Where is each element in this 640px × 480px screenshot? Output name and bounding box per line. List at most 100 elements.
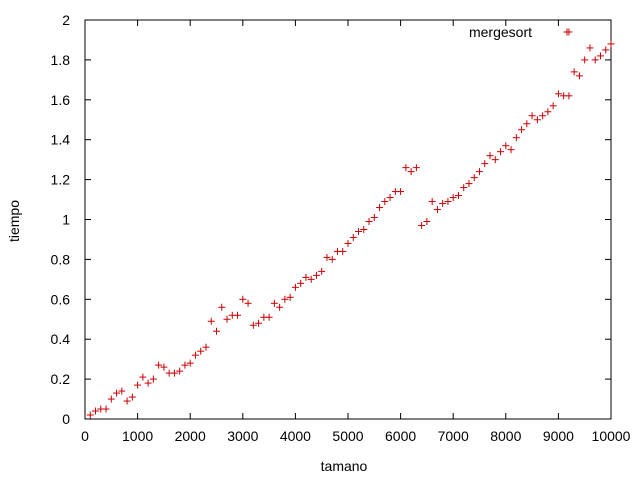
data-point [276,303,284,311]
data-point [349,233,357,241]
data-point [491,156,499,164]
y-tick-label: 1.6 [51,92,71,108]
x-tick-label: 3000 [227,428,258,444]
x-tick-label: 8000 [490,428,521,444]
data-point [518,126,526,134]
data-point [102,405,110,413]
data-point [223,315,231,323]
data-point [249,321,257,329]
y-tick-label: 0.2 [51,371,71,387]
data-point [186,359,194,367]
data-point [202,343,210,351]
data-point [86,411,94,419]
data-point [265,313,273,321]
plot-frame [84,19,612,420]
axis-ticks [84,19,612,420]
data-point [144,379,152,387]
data-point [207,317,215,325]
data-point [328,255,336,263]
data-point [497,148,505,156]
data-point [486,152,494,160]
data-point [591,56,599,64]
data-point [255,319,263,327]
data-point [602,46,610,54]
y-tick-labels: 0 0.2 0.4 0.6 0.8 1 1.2 1.4 1.6 1.8 2 [51,12,71,427]
series-mergesort-points [86,28,615,419]
data-point [234,311,242,319]
y-tick-label: 1.8 [51,52,71,68]
data-point [191,351,199,359]
legend: mergesort [469,24,571,40]
y-tick-label: 1.4 [51,132,71,148]
data-point [286,293,294,301]
y-tick-label: 1.2 [51,172,71,188]
data-point [355,227,363,235]
data-point [181,361,189,369]
data-point [449,194,457,202]
data-point [439,200,447,208]
data-point [302,273,310,281]
x-tick-label: 4000 [280,428,311,444]
data-point [297,279,305,287]
data-point [360,225,368,233]
data-point [113,389,121,397]
data-point [539,112,547,120]
data-point [581,56,589,64]
data-point [197,347,205,355]
x-tick-label: 9000 [543,428,574,444]
data-point [323,253,331,261]
x-tick-labels: 0 1000 2000 3000 4000 5000 6000 7000 8000 9000 100… [81,428,631,444]
data-point [107,395,115,403]
data-point [565,92,573,100]
data-point [128,393,136,401]
data-point [123,397,131,405]
data-point [528,112,536,120]
data-point [428,198,436,206]
y-axis-label: tiempo [6,200,22,242]
data-point [575,72,583,80]
data-point [460,184,468,192]
x-tick-label: 5000 [332,428,363,444]
data-point [160,363,168,371]
legend-marker-mergesort [563,28,571,36]
y-tick-label: 0.6 [51,291,71,307]
y-tick-label: 0.4 [51,331,71,347]
data-point [170,369,178,377]
data-point [134,381,142,389]
data-point [412,164,420,172]
legend-marker-symbol [563,28,571,36]
data-point [507,146,515,154]
data-point [454,192,462,200]
data-point [433,206,441,214]
data-point [586,44,594,52]
data-point [376,204,384,212]
data-point [465,180,473,188]
data-point [344,239,352,247]
data-point [312,271,320,279]
data-point [423,217,431,225]
data-point [407,168,415,176]
data-point [544,108,552,116]
x-tick-label: 7000 [438,428,469,444]
data-point [397,188,405,196]
data-point [470,174,478,182]
data-point [307,275,315,283]
data-point [549,102,557,110]
data-point [318,267,326,275]
y-tick-label: 2 [62,12,70,28]
data-point [402,164,410,172]
data-point [339,247,347,255]
data-point [476,168,483,176]
data-point [270,299,278,307]
data-point [291,283,299,291]
legend-label-mergesort: mergesort [469,24,532,40]
data-point [386,194,394,202]
data-point [502,142,510,150]
x-tick-label: 10000 [592,428,631,444]
x-tick-label: 1000 [122,428,153,444]
data-point [418,221,426,229]
data-point [139,373,147,381]
data-point [381,198,389,206]
data-point [213,327,220,335]
